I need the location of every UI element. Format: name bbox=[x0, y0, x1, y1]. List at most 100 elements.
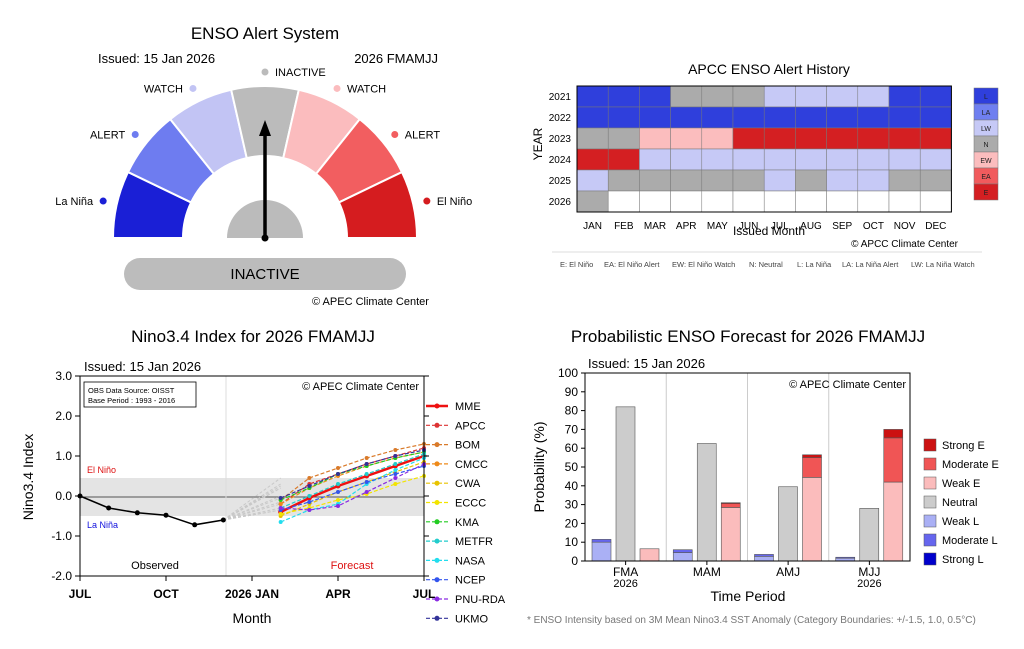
nino-legend-label: METFR bbox=[455, 536, 493, 548]
history-cell bbox=[795, 106, 827, 129]
gauge-label-dot bbox=[189, 84, 197, 92]
gauge-label: WATCH bbox=[144, 83, 183, 95]
history-cell bbox=[763, 106, 796, 129]
history-cell bbox=[888, 106, 921, 129]
history-cell bbox=[732, 85, 765, 108]
history-cell bbox=[576, 169, 609, 192]
nino-model-line bbox=[280, 449, 425, 499]
history-cell bbox=[639, 190, 671, 213]
history-cell bbox=[670, 169, 703, 192]
prob-ytick-label: 40 bbox=[565, 479, 579, 493]
nino-plume-line bbox=[223, 495, 281, 521]
nino-model-point bbox=[336, 472, 340, 476]
history-year-labels: 2021 2022 2023 2024 2025 2026 bbox=[549, 92, 572, 208]
history-footnote-item: LA: La Niña Alert bbox=[842, 260, 899, 269]
history-cell bbox=[670, 85, 703, 108]
history-cell bbox=[670, 190, 703, 213]
history-cell bbox=[639, 85, 671, 108]
enso-alert-gauge: ENSO Alert System Issued: 15 Jan 2026 20… bbox=[55, 24, 472, 308]
history-cell bbox=[826, 106, 859, 129]
gauge-segments bbox=[111, 85, 419, 239]
nino-xlabel: Month bbox=[233, 610, 272, 626]
nino-legend-label: KMA bbox=[455, 517, 480, 529]
gauge-label: El Niño bbox=[437, 196, 472, 208]
nino-ytick-label: 3.0 bbox=[55, 369, 72, 383]
history-legend-code: EA bbox=[981, 174, 991, 181]
nino-model-point bbox=[307, 494, 312, 498]
history-cell bbox=[795, 85, 827, 108]
history-cell bbox=[888, 85, 921, 108]
nino-xtick-label: JUL bbox=[69, 587, 92, 601]
prob-xlabel: Time Period bbox=[711, 588, 786, 604]
history-cell bbox=[888, 169, 921, 192]
nino-model-point bbox=[336, 466, 340, 470]
history-cell bbox=[701, 148, 734, 171]
prob-legend-label: Moderate L bbox=[942, 535, 998, 547]
prob-xtick-label: AMJ bbox=[776, 565, 800, 579]
history-cell bbox=[732, 148, 765, 171]
history-cell bbox=[826, 127, 859, 150]
nino-model-point bbox=[336, 504, 340, 508]
history-month-label: SEP bbox=[832, 221, 852, 232]
history-cell bbox=[857, 85, 890, 108]
prob-ytick-label: 20 bbox=[565, 516, 579, 530]
history-cell bbox=[639, 148, 671, 171]
gauge-label-dot bbox=[333, 84, 341, 92]
nino-legend-label: NASA bbox=[455, 555, 486, 567]
gauge-needle-pivot bbox=[261, 234, 269, 242]
nino-legend-label: UKMO bbox=[455, 613, 488, 625]
nino-model-point bbox=[278, 512, 283, 516]
history-cell bbox=[826, 148, 859, 171]
gauge-label: ALERT bbox=[405, 130, 441, 142]
nino-observed-point bbox=[134, 510, 140, 516]
history-legend-code: LA bbox=[982, 110, 991, 117]
history-cell bbox=[826, 190, 859, 213]
prob-legend-label: Strong E bbox=[942, 440, 985, 452]
history-ylabel: YEAR bbox=[531, 127, 545, 160]
history-xlabel: Issued Month bbox=[733, 224, 805, 238]
history-month-label: JAN bbox=[583, 221, 602, 232]
history-cell bbox=[888, 148, 921, 171]
history-cell bbox=[701, 127, 734, 150]
prob-bar-el-nino-weak bbox=[720, 507, 741, 562]
prob-bar-la-nina-weak bbox=[591, 541, 612, 562]
history-cell bbox=[701, 106, 734, 129]
gauge-label: INACTIVE bbox=[275, 67, 326, 79]
prob-legend-label: Moderate E bbox=[942, 459, 999, 471]
nino-model-line bbox=[280, 454, 425, 514]
history-month-label: OCT bbox=[863, 221, 884, 232]
prob-xtick-year: 2026 bbox=[613, 578, 637, 590]
prob-ytick-label: 0 bbox=[571, 554, 578, 568]
prob-legend-swatch bbox=[923, 438, 937, 452]
nino-xtick-label: APR bbox=[325, 587, 351, 601]
history-footnote-item: EW: El Niño Watch bbox=[672, 260, 735, 269]
history-cell bbox=[795, 148, 827, 171]
nino-la-nina-label: La Niña bbox=[87, 520, 118, 530]
nino-model-line bbox=[280, 443, 425, 501]
gauge-label: ALERT bbox=[90, 130, 126, 142]
nino-legend-label: NCEP bbox=[455, 575, 486, 587]
history-cell bbox=[701, 169, 734, 192]
nino-model-line bbox=[280, 475, 425, 515]
history-copyright: © APCC Climate Center bbox=[851, 239, 959, 250]
nino-legend-label: APCC bbox=[455, 420, 486, 432]
gauge-issued: Issued: 15 Jan 2026 bbox=[98, 51, 215, 66]
prob-bar-neutral bbox=[696, 443, 717, 562]
nino-legend-marker bbox=[434, 480, 440, 486]
history-cell bbox=[576, 106, 609, 129]
nino-model-point bbox=[364, 456, 369, 460]
nino-ytick-label: 1.0 bbox=[55, 449, 72, 463]
nino-x-axis: JUL OCT 2026 JAN APR JUL bbox=[69, 576, 435, 601]
prob-bar-el-nino-moderate bbox=[802, 457, 822, 478]
gauge-title: ENSO Alert System bbox=[191, 24, 339, 43]
nino-title: Nino3.4 Index for 2026 FMAMJJ bbox=[131, 327, 375, 346]
history-cell bbox=[919, 190, 952, 213]
nino-el-nino-label: El Niño bbox=[87, 465, 116, 475]
nino-model-point bbox=[393, 476, 398, 480]
nino-legend-marker bbox=[434, 615, 440, 621]
nino-xtick-label: OCT bbox=[153, 587, 179, 601]
nino-model-point bbox=[393, 472, 398, 476]
history-month-labels: JAN FEB MAR APR MAY JUN JUL AUG SEP OCT NOV DEC bbox=[583, 221, 946, 232]
history-cell bbox=[857, 190, 890, 213]
